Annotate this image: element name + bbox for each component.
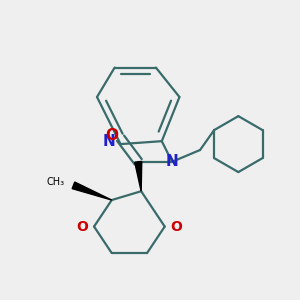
Text: O: O [171,220,182,234]
Polygon shape [135,161,142,191]
Text: O: O [105,128,118,143]
Text: CH₃: CH₃ [46,177,64,188]
Polygon shape [72,182,112,200]
Text: N: N [166,154,178,169]
Text: N: N [102,134,115,149]
Text: O: O [76,220,88,234]
